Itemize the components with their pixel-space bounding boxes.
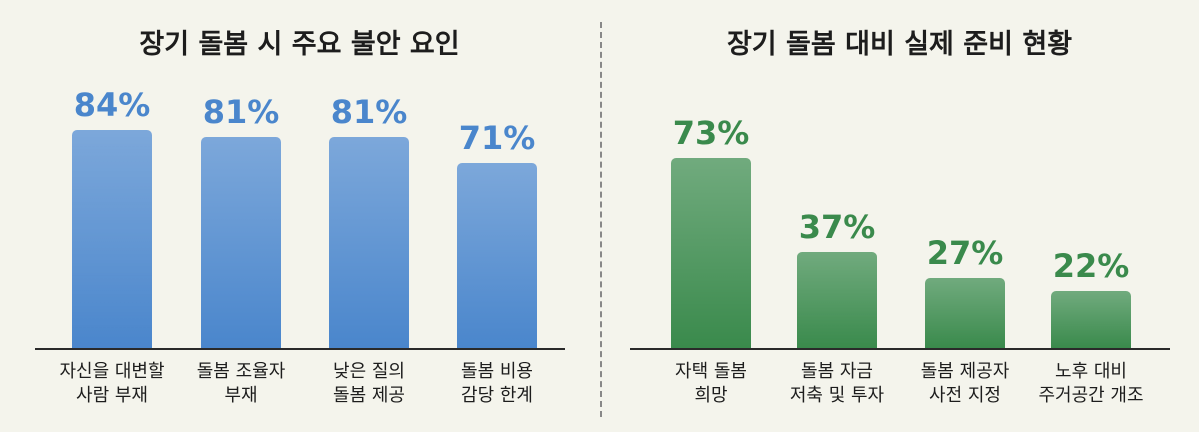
- divider: [600, 22, 602, 417]
- value-label: 22%: [1052, 246, 1130, 285]
- chart-title: 장기 돌봄 대비 실제 준비 현황: [726, 29, 1073, 60]
- x-tick-label: 자택 돌봄 희망: [675, 361, 747, 406]
- value-label: 73%: [672, 114, 750, 153]
- bar: [797, 251, 877, 348]
- value-label: 37%: [798, 207, 876, 246]
- x-tick-label: 돌봄 조율자 부재: [196, 361, 286, 406]
- baseline: [630, 348, 1170, 350]
- x-tick-label: 낮은 질의 돌봄 제공: [333, 361, 405, 406]
- chart-panel: 장기 돌봄 대비 실제 준비 현황 73% 자택 돌봄 희망 37% 돌봄 자금 저축…: [600, 0, 1199, 432]
- x-tick-label: 자신을 대변할 사람 부재: [59, 361, 165, 406]
- value-label: 84%: [73, 85, 151, 124]
- bar: [1051, 290, 1131, 348]
- x-tick-label: 돌봄 비용 감당 한계: [461, 361, 533, 406]
- bar: [671, 158, 751, 348]
- baseline: [35, 348, 565, 350]
- x-tick-label: 돌봄 자금 저축 및 투자: [789, 361, 885, 406]
- bar: [457, 163, 537, 348]
- x-tick-label: 노후 대비 주거공간 개조: [1038, 361, 1144, 406]
- chart-panel: 장기 돌봄 시 주요 불안 요인 84% 자신을 대변할 사람 부재 81% 돌봄 조…: [0, 0, 599, 432]
- bar: [201, 137, 281, 348]
- x-tick-label: 돌봄 제공자 사전 지정: [920, 361, 1010, 406]
- bar: [72, 129, 152, 348]
- value-label: 71%: [458, 119, 536, 158]
- value-label: 81%: [202, 93, 280, 132]
- chart-title: 장기 돌봄 시 주요 불안 요인: [139, 29, 460, 60]
- bar: [925, 277, 1005, 348]
- value-label: 81%: [330, 93, 408, 132]
- bar: [329, 137, 409, 348]
- value-label: 27%: [926, 233, 1004, 272]
